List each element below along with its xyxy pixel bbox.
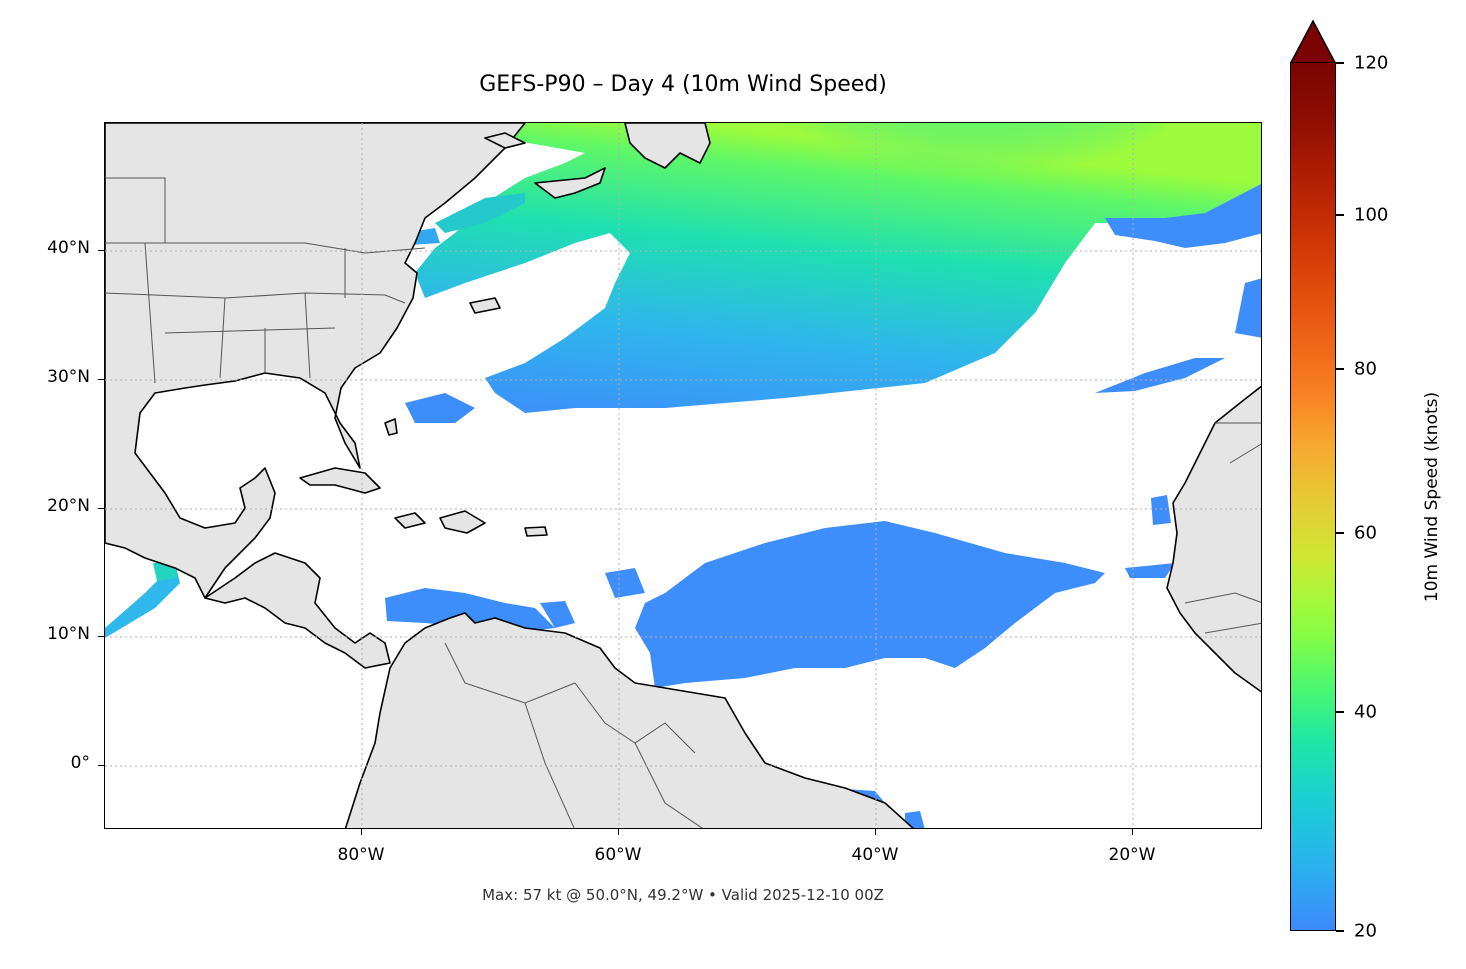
lon-tick-mark — [361, 829, 362, 835]
lon-tick-label: 40°W — [851, 845, 899, 865]
colorbar-tick-label: 60 — [1354, 522, 1377, 544]
max-valid-caption: Max: 57 kt @ 50.0°N, 49.2°W • Valid 2025… — [482, 886, 884, 904]
lon-tick-mark — [1132, 829, 1133, 835]
colorbar-tick — [1336, 711, 1344, 713]
colorbar-tick-label: 100 — [1354, 204, 1389, 226]
lat-tick-mark — [98, 765, 104, 766]
colorbar-tick-label: 120 — [1354, 52, 1389, 74]
colorbar-tick — [1336, 368, 1344, 370]
colorbar-extend-arrow-icon — [1290, 20, 1336, 63]
lon-tick-label: 80°W — [337, 845, 385, 865]
lat-tick-mark — [98, 250, 104, 251]
lat-tick-label: 40°N — [47, 238, 90, 258]
wind-field-tropics — [105, 495, 1175, 828]
colorbar-tick — [1336, 62, 1344, 64]
lat-tick-mark — [98, 379, 104, 380]
gridlines — [105, 123, 1261, 828]
colorbar-tick-label: 20 — [1354, 920, 1377, 942]
colorbar-tick-label: 80 — [1354, 358, 1377, 380]
colorbar-title: 10m Wind Speed (knots) — [1422, 391, 1442, 603]
lat-tick-mark — [98, 636, 104, 637]
lon-tick-label: 20°W — [1108, 845, 1156, 865]
borders — [105, 177, 1261, 828]
colorbar — [1290, 62, 1336, 931]
lat-tick-label: 20°N — [47, 496, 90, 516]
wind-field-north-atlantic — [405, 123, 1261, 423]
colorbar-tick-label: 40 — [1354, 701, 1377, 723]
lat-tick-mark — [98, 508, 104, 509]
land — [105, 123, 1261, 828]
chart-title: GEFS-P90 – Day 4 (10m Wind Speed) — [479, 72, 887, 97]
lat-tick-label: 0° — [70, 753, 90, 773]
colorbar-tick — [1336, 532, 1344, 534]
map-canvas — [105, 123, 1261, 828]
lat-tick-label: 10°N — [47, 624, 90, 644]
colorbar-tick — [1336, 214, 1344, 216]
lon-tick-mark — [875, 829, 876, 835]
colorbar-tick — [1336, 930, 1344, 932]
lon-tick-label: 60°W — [594, 845, 642, 865]
lon-tick-mark — [618, 829, 619, 835]
lat-tick-label: 30°N — [47, 367, 90, 387]
map-panel[interactable] — [104, 122, 1262, 829]
